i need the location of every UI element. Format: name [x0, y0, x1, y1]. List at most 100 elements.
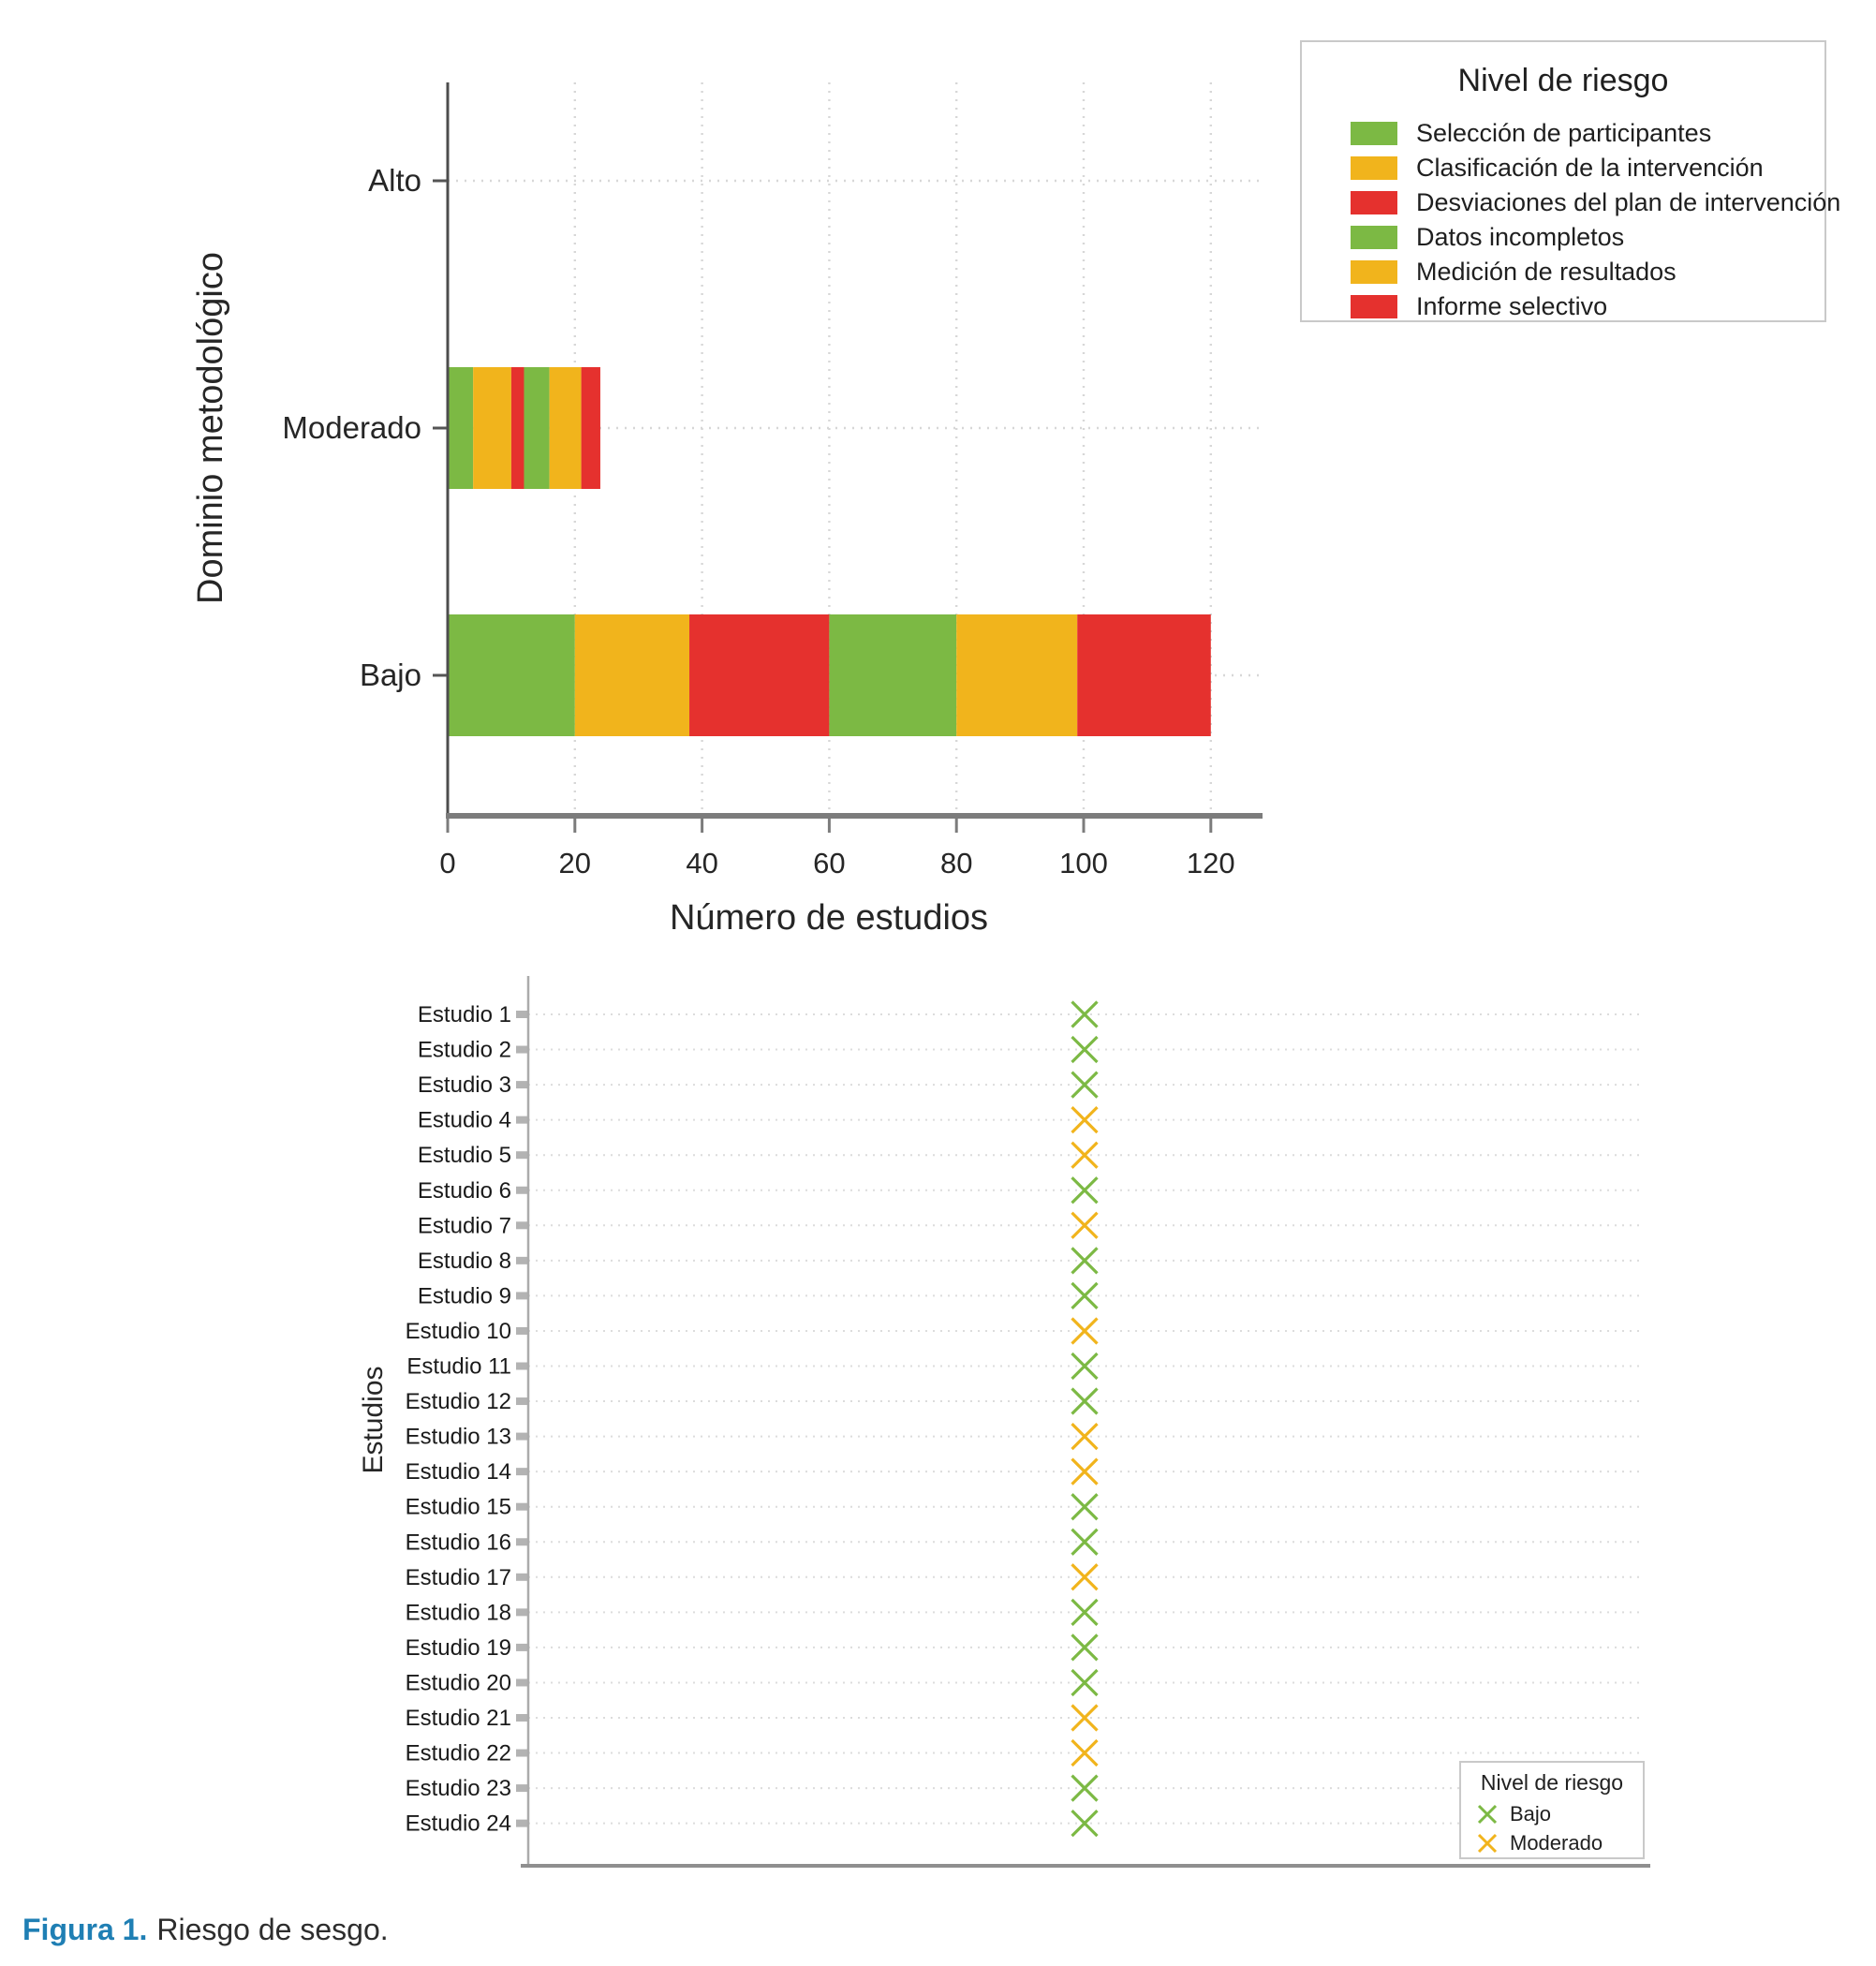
top-legend-title: Nivel de riesgo [1457, 63, 1669, 98]
legend-item: Desviaciones del plan de intervención [1351, 185, 1840, 220]
study-label: Estudio 18 [406, 1600, 511, 1625]
study-label: Estudio 14 [406, 1459, 511, 1485]
x-marker-stroke [1071, 1422, 1099, 1451]
x-marker-stroke [1071, 1704, 1099, 1732]
x-marker-stroke [1071, 1528, 1099, 1556]
study-label: Estudio 13 [406, 1425, 511, 1450]
x-marker-stroke [1071, 1106, 1099, 1134]
legend-item-label: Moderado [1510, 1830, 1603, 1855]
risk-x-marker [1071, 1211, 1099, 1239]
domain-bar-chart: 0 20 40 60 80 100 120 Alto Moderado Bajo Dominio m… [191, 82, 1263, 938]
x-marker-stroke [1071, 1457, 1099, 1486]
study-label: Estudio 6 [418, 1178, 511, 1204]
study-label: Estudio 15 [406, 1495, 511, 1520]
x-marker-stroke [1071, 1000, 1099, 1028]
bar-segment [448, 614, 575, 736]
legend-item: Datos incompletos [1351, 220, 1824, 255]
x-marker-stroke [1071, 1633, 1099, 1662]
risk-x-marker [1071, 1738, 1099, 1767]
x-tick-label: 0 [439, 847, 455, 880]
x-marker-stroke [1071, 1281, 1099, 1310]
risk-x-marker [1071, 1528, 1099, 1556]
study-label: Estudio 2 [418, 1038, 511, 1063]
legend-item: Informe selectivo [1351, 289, 1824, 324]
x-marker-stroke [1071, 1810, 1099, 1838]
y-tick-label: Bajo [360, 658, 421, 692]
figure-caption: Figura 1. Riesgo de sesgo. [22, 1913, 389, 1947]
risk-x-marker [1071, 1668, 1099, 1697]
risk-x-marker [1071, 1247, 1099, 1275]
risk-x-marker [1071, 1598, 1099, 1626]
study-label: Estudio 19 [406, 1635, 511, 1661]
study-label: Estudio 16 [406, 1530, 511, 1555]
risk-x-marker [1071, 1000, 1099, 1028]
risk-x-marker [1071, 1352, 1099, 1381]
study-label: Estudio 21 [406, 1706, 511, 1731]
x-marker-stroke [1477, 1833, 1498, 1853]
study-label: Estudio 7 [418, 1213, 511, 1238]
y-axis-title: Estudios [358, 1366, 389, 1473]
bar-segment [689, 614, 830, 736]
studies-scatter-chart: Estudio 1 Estudio 2 Estudio 3 Estudio 4 Estu… [358, 976, 1650, 1868]
study-label: Estudio 10 [406, 1319, 511, 1344]
x-axis-title: Número de estudios [670, 898, 988, 938]
x-marker-stroke [1071, 1774, 1099, 1802]
risk-x-marker [1071, 1281, 1099, 1310]
x-marker-stroke [1071, 1738, 1099, 1767]
legend-item-label: Datos incompletos [1416, 223, 1625, 251]
risk-x-marker [1071, 1563, 1099, 1591]
bar-segment [524, 367, 550, 489]
legend-item-label: Medición de resultados [1416, 258, 1677, 286]
study-label: Estudio 24 [406, 1811, 511, 1837]
risk-x-marker [1071, 1176, 1099, 1205]
risk-x-marker [1071, 1493, 1099, 1521]
study-label: Estudio 5 [418, 1143, 511, 1168]
risk-x-marker [1071, 1141, 1099, 1169]
risk-x-marker [1071, 1633, 1099, 1662]
study-label: Estudio 11 [406, 1354, 511, 1380]
legend-item-label: Bajo [1510, 1801, 1552, 1826]
figure-caption-text: Riesgo de sesgo. [156, 1913, 389, 1946]
bar-segment [473, 367, 511, 489]
x-marker-stroke [1071, 1247, 1099, 1275]
x-marker-stroke [1477, 1804, 1498, 1824]
legend-swatch [1351, 226, 1397, 249]
x-tick-label: 20 [559, 847, 591, 880]
legend-item-label: Clasificación de la intervención [1416, 154, 1764, 182]
bar-segment [829, 614, 957, 736]
legend-swatch [1351, 260, 1397, 284]
legend-swatch [1351, 156, 1397, 180]
risk-x-marker [1071, 1317, 1099, 1345]
bottom-legend-items: Bajo Moderado [1461, 1799, 1643, 1857]
study-label: Estudio 8 [418, 1249, 511, 1274]
bar-segment [574, 614, 690, 736]
x-tick-label: 60 [813, 847, 845, 880]
legend-item-label: Desviaciones del plan de intervención [1416, 188, 1841, 216]
x-marker-stroke [1071, 1352, 1099, 1381]
x-marker-stroke [1071, 1493, 1099, 1521]
study-label: Estudio 23 [406, 1776, 511, 1801]
risk-x-marker [1071, 1704, 1099, 1732]
x-marker-stroke [1071, 1668, 1099, 1697]
y-tick-label: Moderado [282, 410, 421, 445]
risk-x-marker [1071, 1810, 1099, 1838]
risk-x-marker [1071, 1387, 1099, 1415]
x-tick-label: 100 [1059, 847, 1108, 880]
figure-caption-label: Figura 1. [22, 1913, 148, 1946]
legend-item: Clasificación de la intervención [1351, 151, 1824, 185]
legend-item: Bajo [1476, 1799, 1643, 1828]
bottom-legend-title: Nivel de riesgo [1480, 1770, 1624, 1795]
legend-item-label: Informe selectivo [1416, 292, 1608, 320]
x-marker-stroke [1071, 1598, 1099, 1626]
risk-x-marker [1071, 1774, 1099, 1802]
top-legend: Nivel de riesgo Selección de participant… [1300, 40, 1840, 324]
x-marker-stroke [1071, 1141, 1099, 1169]
y-axis-title: Dominio metodológico [191, 252, 230, 604]
risk-x-marker [1071, 1422, 1099, 1451]
study-label: Estudio 4 [418, 1108, 511, 1133]
legend-swatch [1351, 295, 1397, 318]
x-marker-stroke [1071, 1563, 1099, 1591]
top-legend-items: Selección de participantes Clasificación … [1302, 116, 1840, 324]
study-label: Estudio 9 [418, 1283, 511, 1308]
